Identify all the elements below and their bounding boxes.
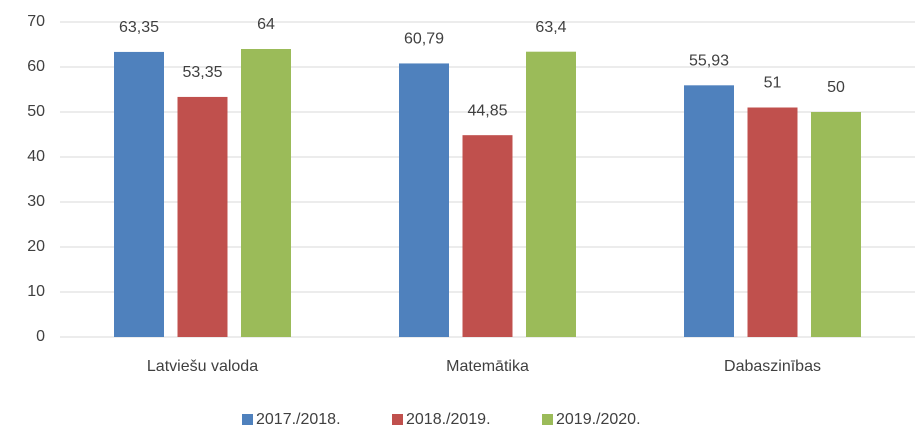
data-label: 50 — [827, 79, 845, 96]
x-tick-label: Matemātika — [446, 358, 529, 375]
y-tick-label: 20 — [27, 238, 45, 255]
bar — [811, 112, 861, 337]
legend-swatch — [392, 414, 403, 425]
y-tick-label: 0 — [36, 328, 45, 345]
legend-label: 2018./2019. — [406, 411, 491, 428]
bar — [114, 51, 164, 338]
bar — [177, 96, 228, 337]
data-label: 63,35 — [119, 19, 159, 36]
legend-swatch — [242, 414, 253, 425]
data-label: 64 — [257, 16, 275, 33]
data-label: 55,93 — [689, 53, 729, 70]
data-label: 60,79 — [404, 31, 444, 48]
y-tick-label: 30 — [27, 193, 45, 210]
bar — [241, 49, 291, 337]
data-label: 63,4 — [535, 19, 566, 36]
legend-label: 2019./2020. — [556, 411, 641, 428]
x-tick-label: Latviešu valoda — [147, 358, 258, 375]
y-tick-label: 10 — [27, 283, 45, 300]
data-label: 51 — [764, 75, 782, 92]
data-label: 53,35 — [182, 64, 222, 81]
bar — [684, 85, 734, 337]
y-tick-label: 40 — [27, 148, 45, 165]
bar — [462, 135, 513, 337]
y-tick-label: 50 — [27, 103, 45, 120]
x-tick-label: Dabaszinības — [724, 358, 821, 375]
legend-swatch — [542, 414, 553, 425]
legend-label: 2017./2018. — [256, 411, 341, 428]
bar — [747, 107, 798, 337]
y-tick-label: 60 — [27, 58, 45, 75]
data-label: 44,85 — [467, 102, 507, 119]
y-tick-label: 70 — [27, 13, 45, 30]
bar — [399, 63, 449, 337]
bar — [526, 51, 576, 337]
